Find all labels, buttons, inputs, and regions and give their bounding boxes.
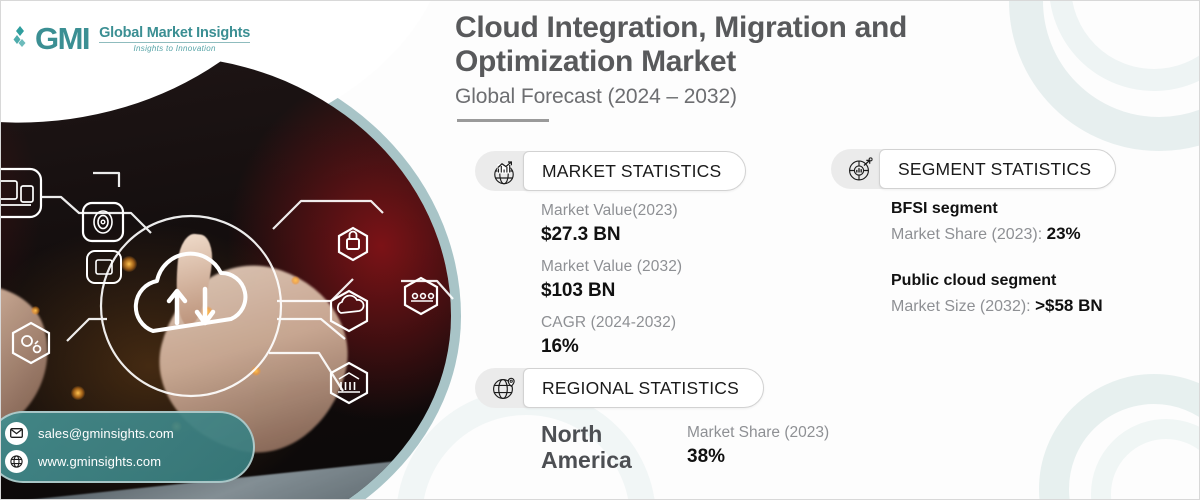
brand-logo[interactable]: GMI Global Market Insights Insights to I… (13, 23, 250, 54)
region-share-label: Market Share (2023) (687, 424, 830, 441)
market-statistics-badge[interactable]: MARKET STATISTICS (475, 151, 747, 191)
regional-statistics-list: North America Market Share (2023) 38% (541, 421, 829, 474)
market-statistics-pill: MARKET STATISTICS (523, 151, 747, 191)
market-stat-value: $27.3 BN (541, 224, 621, 246)
regional-statistics-label: REGIONAL STATISTICS (542, 377, 739, 398)
contact-email-row[interactable]: sales@gminsights.com (5, 421, 253, 445)
globe-icon (5, 449, 28, 473)
logo-initials: GMI (35, 21, 91, 56)
contact-website-row[interactable]: www.gminsights.com (5, 449, 253, 473)
page-subtitle: Global Forecast (2024 – 2032) (455, 85, 737, 108)
segment-item-value: >$58 BN (1035, 296, 1103, 315)
region-share-group: Market Share (2023) 38% (687, 421, 829, 470)
email-text: sales@gminsights.com (38, 425, 174, 441)
segment-statistics-list: BFSI segment Market Share (2023): 23% Pu… (891, 197, 1103, 319)
segment-item-label: Market Share (2023): (891, 226, 1047, 243)
title-rule (457, 119, 549, 122)
contact-card: sales@gminsights.com www.gminsights.com (1, 411, 255, 483)
node-lock-icon (337, 226, 369, 262)
regional-statistics-pill: REGIONAL STATISTICS (523, 368, 764, 408)
segment-statistics-label: SEGMENT STATISTICS (898, 158, 1092, 179)
brand-divider (99, 41, 251, 43)
cloud-upload-download-icon (133, 251, 248, 333)
segment-spacer (891, 247, 1103, 269)
bokeh-spark (121, 256, 137, 272)
market-stat-value: 16% (541, 336, 579, 358)
segment-statistics-pill: SEGMENT STATISTICS (879, 149, 1117, 189)
bokeh-spark (31, 306, 40, 315)
website-text: www.gminsights.com (38, 453, 162, 469)
region-name: North America (541, 421, 632, 474)
segment-item-label: Market Size (2032): (891, 298, 1036, 315)
node-cloud-sync-icon (329, 289, 369, 333)
node-bank-icon (329, 361, 369, 405)
node-devices-icon (1, 167, 43, 219)
market-stat-label: Market Value(2023) (541, 202, 678, 219)
node-fingerprint-icon (81, 201, 125, 243)
node-users-icon (11, 321, 51, 365)
segment-statistics-badge[interactable]: SEGMENT STATISTICS (831, 149, 1117, 189)
brand-name: Global Market Insights (99, 24, 251, 41)
market-stat-value: $103 BN (541, 280, 616, 302)
bokeh-spark (251, 366, 261, 376)
content-area: Cloud Integration, Migration and Optimiz… (453, 1, 1199, 499)
market-statistics-label: MARKET STATISTICS (542, 160, 722, 181)
envelope-icon (5, 421, 28, 445)
regional-statistics-badge[interactable]: REGIONAL STATISTICS (475, 368, 764, 408)
region-share-value: 38% (687, 446, 726, 468)
hero-image-panel: sales@gminsights.com www.gminsights.com (1, 1, 471, 499)
segment-item-line: Market Size (2032): >$58 BN (891, 293, 1103, 319)
segment-item-title: BFSI segment (891, 200, 998, 217)
bokeh-spark (291, 276, 300, 285)
node-network-icon (403, 276, 439, 316)
market-stat-label: CAGR (2024-2032) (541, 313, 677, 331)
gmi-logo-mark (13, 25, 26, 47)
page-title: Cloud Integration, Migration and Optimiz… (455, 11, 908, 79)
bokeh-spark (71, 386, 85, 400)
segment-item-value: 23% (1046, 224, 1081, 243)
node-chip-icon (86, 250, 122, 284)
market-stat-label: Market Value (2032) (541, 257, 683, 275)
segment-item-line: Market Share (2023): 23% (891, 221, 1103, 247)
market-statistics-list: Market Value(2023) $27.3 BN Market Value… (541, 199, 682, 367)
segment-item-title: Public cloud segment (891, 272, 1057, 289)
hologram-overlay (1, 167, 454, 405)
brand-tagline: Insights to Innovation (133, 43, 216, 53)
hologram-center-ring (99, 214, 283, 398)
